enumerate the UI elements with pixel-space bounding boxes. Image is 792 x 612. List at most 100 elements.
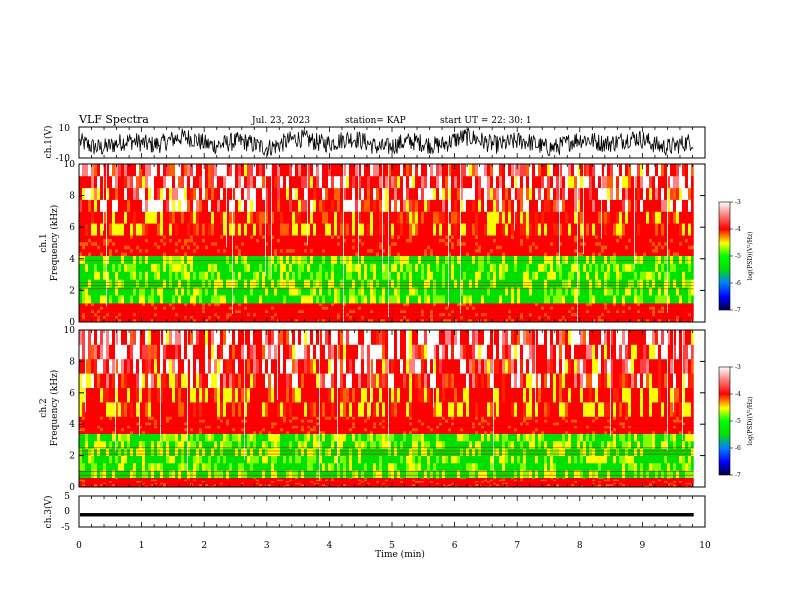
spectrogram-cell: [370, 238, 373, 243]
spectrogram-cell: [670, 164, 673, 177]
spectrogram-cell: [622, 306, 625, 310]
spectrogram-cell: [268, 306, 271, 310]
spectrogram-cell: [361, 318, 364, 323]
spectrogram-cell: [337, 263, 340, 272]
spectrogram-cell: [415, 252, 418, 256]
spectrogram-cell: [427, 279, 430, 288]
spectrogram-cell: [679, 315, 682, 320]
spectrogram-cell: [196, 279, 199, 288]
spectrogram-cell: [334, 245, 337, 250]
spectrogram-cell: [79, 315, 82, 320]
spectrogram-cell: [121, 315, 124, 320]
spectrogram-cell: [181, 248, 184, 253]
spectrogram-cell: [454, 245, 457, 250]
spectrogram-cell: [643, 175, 646, 189]
spectrogram-cell: [283, 279, 286, 288]
spectrogram-cell: [559, 241, 562, 246]
spectrogram-cell: [574, 175, 577, 189]
spectrogram-cell: [508, 187, 511, 200]
spectrogram-cell: [472, 187, 475, 200]
spectrogram-cell: [286, 303, 289, 307]
spectrogram-cell: [292, 211, 295, 224]
spectrogram-cell: [409, 252, 412, 256]
spectrogram-cell: [307, 279, 310, 288]
spectrogram-cell: [472, 315, 475, 320]
spectrogram-cell: [181, 211, 184, 224]
spectrogram-cell: [667, 271, 670, 280]
spectrogram-cell: [649, 211, 652, 224]
spectrogram-cell: [388, 223, 391, 236]
spectrogram-cell: [382, 252, 385, 256]
spectrogram-cell: [361, 295, 364, 304]
spectrogram-cell: [622, 295, 625, 304]
spectrogram-cell: [109, 315, 112, 320]
spectrogram-cell: [205, 252, 208, 256]
spectrogram-cell: [355, 287, 358, 296]
spectrogram-cell: [571, 164, 574, 177]
spectrogram-cell: [529, 211, 532, 224]
spectrogram-cell: [181, 245, 184, 250]
spectrogram-cell: [226, 175, 229, 189]
spectrogram-cell: [298, 223, 301, 236]
spectrogram-cell: [274, 318, 277, 323]
spectrogram-cell: [94, 306, 97, 310]
spectrogram-cell: [523, 295, 526, 304]
spectrogram-cell: [598, 271, 601, 280]
spectrogram-cell: [139, 175, 142, 189]
spectrogram-cell: [514, 287, 517, 296]
spectrogram-cell: [466, 303, 469, 307]
spectrogram-cell: [547, 199, 550, 212]
spectrogram-cell: [472, 199, 475, 212]
spectrogram-cell: [427, 211, 430, 224]
spectrogram-cell: [403, 187, 406, 200]
spectrogram-cell: [301, 309, 304, 313]
spectrogram-cell: [562, 238, 565, 243]
station-label: station= KAP: [345, 116, 406, 126]
spectrogram-cell: [271, 309, 274, 313]
spectrogram-cell: [367, 306, 370, 310]
spectrogram-cell: [676, 306, 679, 310]
spectrogram-cell: [79, 245, 82, 250]
spectrogram-cell: [334, 241, 337, 246]
spectrogram-cell: [478, 211, 481, 224]
spectrogram-cell: [526, 238, 529, 243]
spectrogram-cell: [373, 252, 376, 256]
spectrogram-cell: [679, 164, 682, 177]
spectrogram-cell: [481, 306, 484, 310]
spectrogram-cell: [148, 252, 151, 256]
spectrogram-cell: [223, 252, 226, 256]
spectrogram-cell: [139, 309, 142, 313]
spectrogram-cell: [289, 271, 292, 280]
spectrogram-cell: [556, 248, 559, 253]
spectrogram-cell: [100, 164, 103, 177]
spectrogram-cell: [664, 248, 667, 253]
spectrogram-cell: [616, 235, 619, 239]
spectrogram-cell: [685, 271, 688, 280]
freq-tick-label: 2: [69, 286, 75, 296]
spectrogram-cell: [394, 263, 397, 272]
spectrogram-cell: [559, 295, 562, 304]
spectrogram-cell: [277, 235, 280, 239]
spectrogram-cell: [124, 199, 127, 212]
spectrogram-cell: [217, 223, 220, 236]
spectrogram-cell: [106, 287, 109, 296]
spectrogram-cell: [316, 223, 319, 236]
spectrogram-cell: [559, 255, 562, 264]
spectrogram-cell: [280, 238, 283, 243]
spectrogram-cell: [319, 187, 322, 200]
spectrogram-cell: [388, 245, 391, 250]
spectrogram-cell: [619, 175, 622, 189]
spectrogram-cell: [418, 245, 421, 250]
spectrogram-cell: [328, 241, 331, 246]
spectrogram-cell: [403, 287, 406, 296]
spectrogram-cell: [652, 279, 655, 288]
spectrogram-cell: [226, 238, 229, 243]
spectrogram-cell: [286, 241, 289, 246]
spectrogram-cell: [472, 318, 475, 323]
spectrogram-cell: [589, 271, 592, 280]
spectrogram-cell: [364, 279, 367, 288]
spectrogram-cell: [352, 318, 355, 323]
spectrogram-cell: [103, 306, 106, 310]
spectrogram-cell: [88, 241, 91, 246]
spectrogram-cell: [415, 279, 418, 288]
